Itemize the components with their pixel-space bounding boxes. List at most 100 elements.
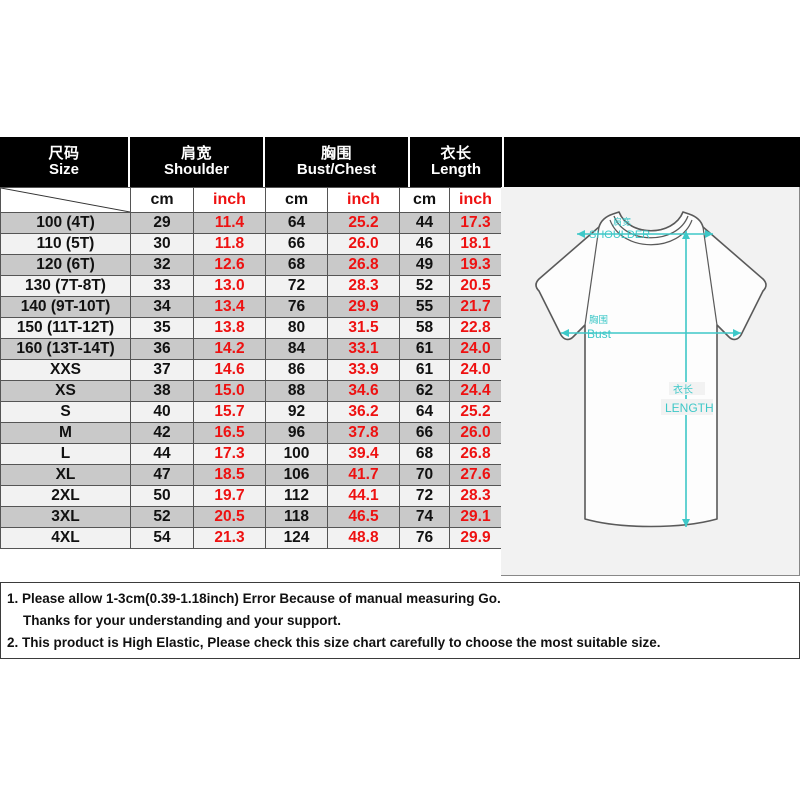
cell-size: XS (0, 380, 131, 402)
table-row: 4XL 54 21.3 124 48.8 76 29.9 (0, 527, 502, 549)
cell-length-in: 17.3 (449, 212, 502, 234)
table-row: 3XL 52 20.5 118 46.5 74 29.1 (0, 506, 502, 528)
cell-shoulder-in: 14.2 (193, 338, 266, 360)
header-group-length: 衣长 Length (410, 137, 504, 187)
cell-bust-in: 29.9 (327, 296, 400, 318)
cell-length-in: 27.6 (449, 464, 502, 486)
header-shoulder-cn: 肩宽 (180, 144, 212, 162)
cell-bust-in: 33.9 (327, 359, 400, 381)
table-row: 150 (11T-12T) 35 13.8 80 31.5 58 22.8 (0, 317, 502, 339)
cell-shoulder-cm: 34 (130, 296, 194, 318)
cell-length-cm: 62 (399, 380, 450, 402)
cell-bust-in: 26.0 (327, 233, 400, 255)
cell-shoulder-cm: 33 (130, 275, 194, 297)
cell-length-in: 18.1 (449, 233, 502, 255)
size-table-wrap: cm inch cm inch cm inch 100 (4T) 29 11.4 64… (0, 187, 502, 549)
shoulder-label-cn: 肩宽 (613, 216, 631, 227)
header-size-en: Size (48, 161, 79, 178)
cell-shoulder-cm: 42 (130, 422, 194, 444)
table-row: 2XL 50 19.7 112 44.1 72 28.3 (0, 485, 502, 507)
cell-bust-cm: 68 (265, 254, 328, 276)
cell-bust-cm: 112 (265, 485, 328, 507)
cell-bust-in: 28.3 (327, 275, 400, 297)
cell-bust-cm: 96 (265, 422, 328, 444)
cell-bust-in: 39.4 (327, 443, 400, 465)
shoulder-measure-line (577, 230, 713, 238)
cell-bust-in: 37.8 (327, 422, 400, 444)
cell-bust-cm: 66 (265, 233, 328, 255)
cell-length-in: 24.0 (449, 359, 502, 381)
cell-size: 3XL (0, 506, 131, 528)
cell-size: 120 (6T) (0, 254, 131, 276)
note-line-2: Thanks for your understanding and your s… (23, 612, 342, 628)
cell-length-cm: 46 (399, 233, 450, 255)
cell-length-in: 21.7 (449, 296, 502, 318)
unit-length-inch: inch (449, 187, 502, 213)
tshirt-illustration-icon: 肩宽 SHOULDER 胸围 Bust 衣长 (501, 187, 799, 575)
cell-bust-in: 26.8 (327, 254, 400, 276)
cell-shoulder-in: 18.5 (193, 464, 266, 486)
cell-size: 130 (7T-8T) (0, 275, 131, 297)
header-bust-en: Bust/Chest (296, 161, 377, 178)
size-table-body: 100 (4T) 29 11.4 64 25.2 44 17.3 110 (5T) 30 11.8… (0, 212, 502, 549)
cell-bust-in: 36.2 (327, 401, 400, 423)
bust-label-en: Bust (587, 327, 612, 341)
cell-bust-cm: 64 (265, 212, 328, 234)
shoulder-label-en: SHOULDER (589, 229, 650, 241)
table-header-band: 尺码 Size 肩宽 Shoulder 胸围 Bust/Chest 衣长 Len… (0, 137, 800, 187)
cell-bust-cm: 80 (265, 317, 328, 339)
cell-size: XXS (0, 359, 131, 381)
cell-bust-cm: 92 (265, 401, 328, 423)
cell-shoulder-in: 13.8 (193, 317, 266, 339)
cell-size: S (0, 401, 131, 423)
cell-shoulder-in: 16.5 (193, 422, 266, 444)
cell-bust-cm: 72 (265, 275, 328, 297)
cell-shoulder-cm: 52 (130, 506, 194, 528)
size-chart-root: 尺码 Size 肩宽 Shoulder 胸围 Bust/Chest 衣长 Len… (0, 137, 800, 660)
header-group-size: 尺码 Size (0, 137, 130, 187)
bust-label-cn: 胸围 (589, 314, 608, 326)
cell-bust-in: 34.6 (327, 380, 400, 402)
cell-shoulder-cm: 37 (130, 359, 194, 381)
unit-bust-inch: inch (327, 187, 400, 213)
cell-length-in: 24.4 (449, 380, 502, 402)
cell-size: L (0, 443, 131, 465)
header-shoulder-en: Shoulder (163, 161, 229, 178)
cell-bust-cm: 100 (265, 443, 328, 465)
cell-length-in: 28.3 (449, 485, 502, 507)
table-row: 160 (13T-14T) 36 14.2 84 33.1 61 24.0 (0, 338, 502, 360)
cell-length-cm: 76 (399, 527, 450, 549)
cell-shoulder-cm: 38 (130, 380, 194, 402)
note-line-1: 1. Please allow 1-3cm(0.39-1.18inch) Err… (7, 591, 501, 606)
cell-bust-in: 48.8 (327, 527, 400, 549)
cell-bust-cm: 118 (265, 506, 328, 528)
cell-shoulder-cm: 32 (130, 254, 194, 276)
cell-shoulder-in: 12.6 (193, 254, 266, 276)
unit-shoulder-cm: cm (130, 187, 194, 213)
cell-length-in: 29.9 (449, 527, 502, 549)
table-row: 100 (4T) 29 11.4 64 25.2 44 17.3 (0, 212, 502, 234)
cell-length-in: 26.8 (449, 443, 502, 465)
table-row: 140 (9T-10T) 34 13.4 76 29.9 55 21.7 (0, 296, 502, 318)
cell-length-cm: 58 (399, 317, 450, 339)
cell-bust-cm: 76 (265, 296, 328, 318)
header-size-cn: 尺码 (48, 144, 80, 162)
cell-length-cm: 72 (399, 485, 450, 507)
cell-shoulder-in: 20.5 (193, 506, 266, 528)
cell-bust-in: 25.2 (327, 212, 400, 234)
cell-bust-cm: 106 (265, 464, 328, 486)
cell-shoulder-cm: 50 (130, 485, 194, 507)
chart-body: cm inch cm inch cm inch 100 (4T) 29 11.4 64… (0, 187, 800, 582)
cell-length-in: 19.3 (449, 254, 502, 276)
header-length-cn: 衣长 (440, 144, 472, 162)
table-row: 120 (6T) 32 12.6 68 26.8 49 19.3 (0, 254, 502, 276)
corner-cell (0, 187, 131, 213)
note-line-3: 2. This product is High Elastic, Please … (7, 634, 661, 650)
cell-size: 140 (9T-10T) (0, 296, 131, 318)
cell-bust-cm: 124 (265, 527, 328, 549)
table-row: M 42 16.5 96 37.8 66 26.0 (0, 422, 502, 444)
table-row: XS 38 15.0 88 34.6 62 24.4 (0, 380, 502, 402)
cell-bust-in: 33.1 (327, 338, 400, 360)
unit-shoulder-inch: inch (193, 187, 266, 213)
cell-size: 4XL (0, 527, 131, 549)
